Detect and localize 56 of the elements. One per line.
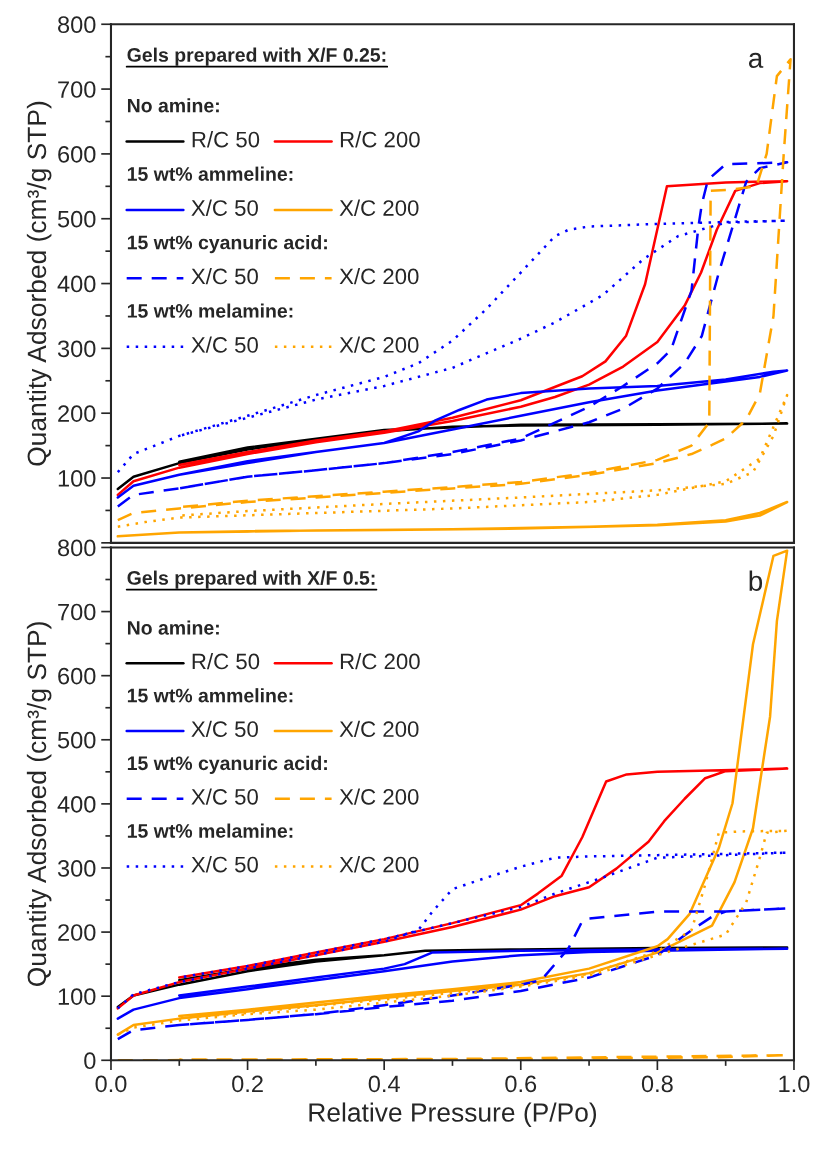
- legend-title: Gels prepared with X/F 0.5:: [127, 570, 375, 589]
- legend-label: R/C 50: [192, 653, 260, 670]
- annotation: 15 wt% cyanuric acid:: [127, 755, 327, 774]
- legend-label: X/C 200: [339, 199, 419, 216]
- legend-label: X/C 50: [191, 788, 258, 805]
- legend-label: X/C 200: [339, 336, 419, 353]
- legend-label: R/C 200: [340, 131, 420, 148]
- annotation: 15 wt% melamine:: [127, 303, 293, 318]
- legend-label: X/C 200: [339, 788, 419, 805]
- x-axis-title: Relative Pressure (P/Po): [309, 1102, 597, 1128]
- y-axis-title: Quantity Adsorbed (cm³/g STP): [26, 622, 52, 986]
- x-tick-label: 1.0: [779, 1075, 810, 1093]
- x-tick-label: 0.6: [505, 1075, 537, 1093]
- annotation: b: [749, 570, 763, 591]
- legend-label: X/C 50: [191, 199, 258, 216]
- x-tick-label: 0.4: [368, 1075, 400, 1093]
- y-tick-label: 800: [58, 16, 96, 34]
- annotation: a: [748, 52, 764, 68]
- y-tick-label: 500: [57, 731, 96, 749]
- y-tick-label: 100: [58, 988, 96, 1005]
- annotation: 15 wt% ammeline:: [127, 688, 293, 703]
- y-axis-title: Quantity Adsorbed (cm³/g STP): [26, 101, 52, 466]
- y-tick-label: 0: [84, 1052, 96, 1070]
- annotation: 15 wt% ammeline:: [127, 166, 293, 181]
- y-tick-label: 200: [58, 924, 96, 941]
- annotation: 15 wt% cyanuric acid:: [127, 235, 327, 254]
- legend-label: X/C 200: [339, 268, 419, 285]
- y-tick-label: 300: [57, 860, 96, 877]
- line-series: [116, 393, 789, 528]
- y-tick-label: 600: [58, 145, 96, 163]
- legend-label: X/C 50: [191, 856, 258, 873]
- legend-title: Gels prepared with X/F 0.25:: [127, 47, 386, 66]
- y-tick-label: 700: [58, 81, 96, 98]
- legend-label: R/C 50: [192, 131, 260, 148]
- legend-label: X/C 50: [191, 720, 258, 738]
- x-tick-label: 0.2: [232, 1075, 263, 1093]
- x-tick-label: 0.8: [641, 1075, 673, 1093]
- annotation: No amine:: [127, 98, 219, 113]
- legend-label: X/C 200: [339, 856, 419, 873]
- y-tick-label: 200: [58, 405, 96, 422]
- y-tick-label: 800: [58, 539, 96, 557]
- x-tick-label: 0.0: [95, 1075, 127, 1093]
- legend-label: X/C 50: [191, 336, 258, 353]
- annotation: No amine:: [127, 620, 219, 635]
- legend-label: X/C 50: [191, 268, 258, 285]
- legend-label: R/C 200: [340, 653, 420, 670]
- legend-label: X/C 200: [339, 720, 419, 738]
- y-tick-label: 400: [57, 275, 96, 293]
- annotation: 15 wt% melamine:: [127, 823, 293, 838]
- y-tick-label: 300: [57, 340, 96, 358]
- y-tick-label: 100: [58, 470, 96, 487]
- line-series: [116, 500, 789, 538]
- y-tick-label: 500: [57, 210, 96, 228]
- y-tick-label: 700: [58, 603, 96, 621]
- y-tick-label: 400: [57, 795, 96, 813]
- y-tick-label: 600: [58, 667, 96, 685]
